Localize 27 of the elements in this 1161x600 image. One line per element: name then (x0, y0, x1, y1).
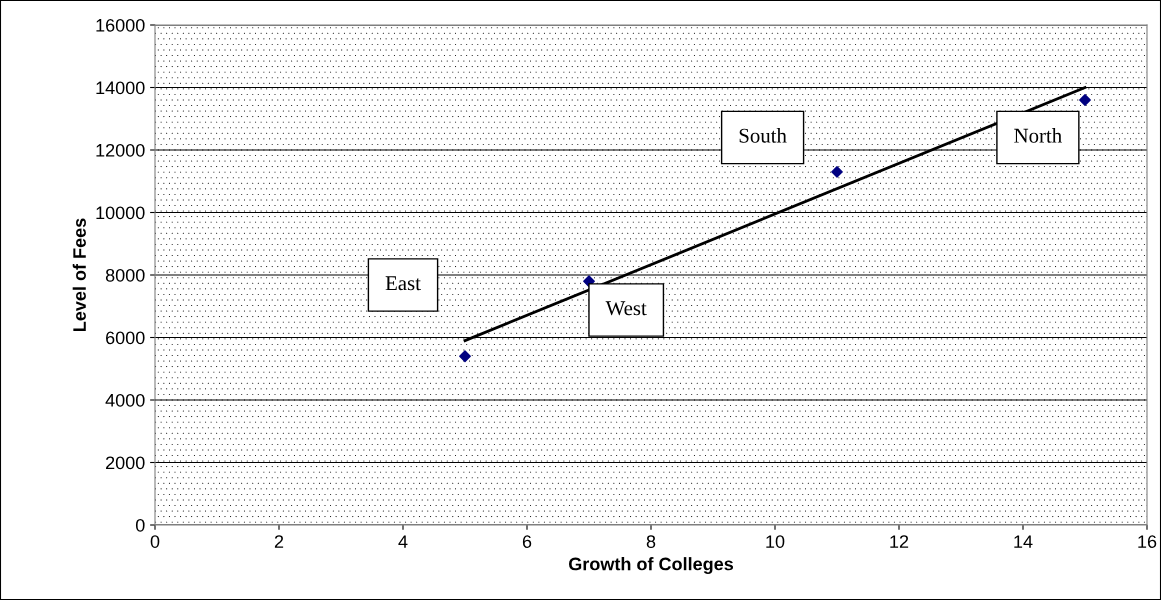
y-tick-label: 6000 (106, 331, 145, 345)
annotation: South (739, 128, 787, 143)
x-tick-label: 16 (1138, 535, 1157, 548)
x-tick-label: 2 (274, 535, 284, 548)
x-tick-label: 8 (646, 535, 656, 548)
y-axis-title: Level of Fees (72, 218, 86, 331)
annotation: North (1014, 128, 1062, 143)
x-tick-label: 6 (522, 535, 532, 548)
y-tick-label: 14000 (96, 81, 145, 95)
x-tick-label: 4 (398, 535, 408, 548)
x-tick-label: 10 (766, 535, 785, 548)
annotation: East (385, 276, 421, 291)
point (1079, 94, 1091, 106)
annotation: West (605, 301, 647, 316)
x-axis-title: Growth of Colleges (568, 557, 734, 575)
point (459, 350, 471, 363)
y-tick-label: 0 (135, 518, 145, 532)
y-tick-label: 10000 (96, 206, 145, 220)
y-tick-label: 8000 (105, 268, 145, 282)
y-tick-label: 12000 (96, 143, 145, 157)
y-tick-label: 16000 (96, 18, 145, 32)
y-tick-label: 2000 (106, 456, 145, 470)
y-tick-label: 4000 (105, 393, 145, 407)
x-tick-label: 12 (890, 535, 909, 548)
x-tick-label: 14 (1014, 535, 1033, 548)
x-tick-label: 0 (150, 535, 160, 548)
point (831, 165, 843, 178)
